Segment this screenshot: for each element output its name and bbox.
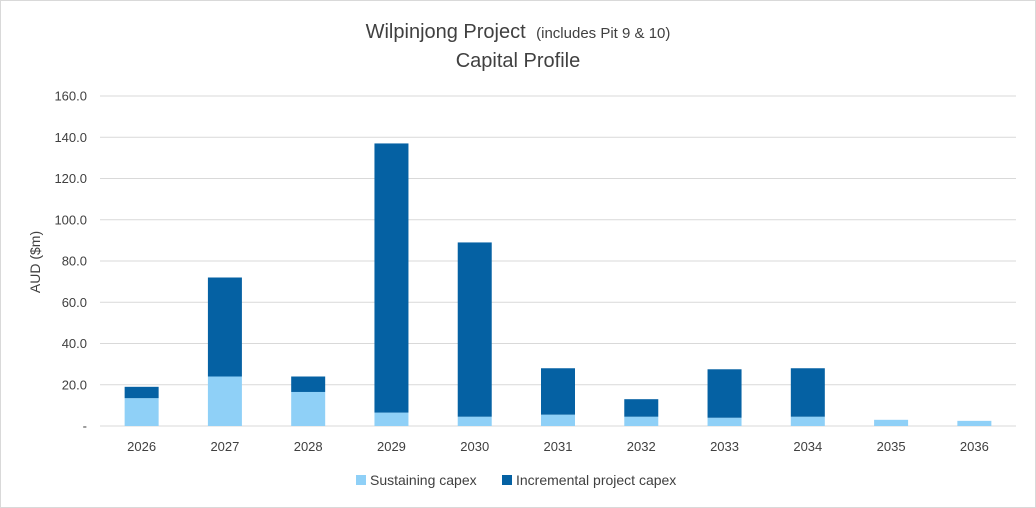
y-tick-label-0: - — [83, 419, 87, 434]
legend-swatch-1 — [502, 475, 512, 485]
bar-incremental-2026 — [124, 386, 159, 399]
bar-incremental-2030 — [457, 242, 492, 417]
chart-title-main: Wilpinjong Project — [366, 21, 527, 43]
bar-sustaining-2034 — [790, 416, 825, 426]
bar-sustaining-2026 — [124, 398, 159, 426]
bar-sustaining-2028 — [291, 391, 326, 426]
x-axis-ticks: 2026 2027 2028 2029 2030 2031 2032 2033 2034 2035… — [127, 439, 989, 454]
bar-sustaining-2027 — [207, 376, 242, 426]
bar-sustaining-2032 — [624, 416, 659, 426]
bar-sustaining-2030 — [457, 416, 492, 426]
bars — [124, 143, 992, 426]
x-tick-label-2027: 2027 — [210, 439, 239, 454]
bar-incremental-2032 — [624, 399, 659, 417]
legend: Sustaining capex Incremental project cape… — [356, 472, 676, 488]
y-tick-label-3: 60.0 — [62, 295, 87, 310]
chart-subtitle: Capital Profile — [456, 50, 581, 72]
y-tick-label-5: 100.0 — [54, 212, 87, 227]
y-tick-label-6: 120.0 — [54, 171, 87, 186]
legend-swatch-0 — [356, 475, 366, 485]
y-tick-label-1: 20.0 — [62, 377, 87, 392]
legend-label-1: Incremental project capex — [516, 472, 676, 488]
bar-incremental-2031 — [541, 368, 575, 415]
legend-label-0: Sustaining capex — [370, 472, 477, 488]
bar-sustaining-2036 — [957, 420, 992, 426]
x-tick-label-2026: 2026 — [127, 439, 156, 454]
bar-incremental-2034 — [790, 368, 825, 417]
y-tick-label-7: 140.0 — [54, 130, 87, 145]
x-tick-label-2035: 2035 — [877, 439, 906, 454]
bar-incremental-2028 — [291, 376, 326, 392]
bar-sustaining-2033 — [707, 417, 742, 426]
x-tick-label-2031: 2031 — [544, 439, 573, 454]
y-tick-label-8: 160.0 — [54, 89, 87, 104]
bar-sustaining-2035 — [874, 419, 909, 426]
y-axis-title: AUD ($m) — [27, 231, 43, 293]
x-tick-label-2028: 2028 — [294, 439, 323, 454]
y-axis-ticks: - 20.0 40.0 60.0 80.0 100.0 120.0 140.0 160.0 — [54, 89, 87, 434]
gridlines — [100, 95, 1016, 427]
y-tick-label-2: 40.0 — [62, 336, 87, 351]
x-tick-label-2032: 2032 — [627, 439, 656, 454]
bar-incremental-2029 — [374, 143, 409, 413]
x-tick-label-2034: 2034 — [793, 439, 822, 454]
x-tick-label-2036: 2036 — [960, 439, 989, 454]
bar-sustaining-2031 — [541, 414, 575, 426]
x-tick-label-2033: 2033 — [710, 439, 739, 454]
x-tick-label-2030: 2030 — [460, 439, 489, 454]
chart-title: Wilpinjong Project (includes Pit 9 & 10) — [366, 21, 671, 43]
y-tick-label-4: 80.0 — [62, 254, 87, 269]
chart-title-note: (includes Pit 9 & 10) — [536, 25, 670, 42]
x-tick-label-2029: 2029 — [377, 439, 406, 454]
bar-incremental-2033 — [707, 369, 742, 418]
bar-sustaining-2029 — [374, 412, 409, 426]
bar-incremental-2027 — [207, 277, 242, 377]
